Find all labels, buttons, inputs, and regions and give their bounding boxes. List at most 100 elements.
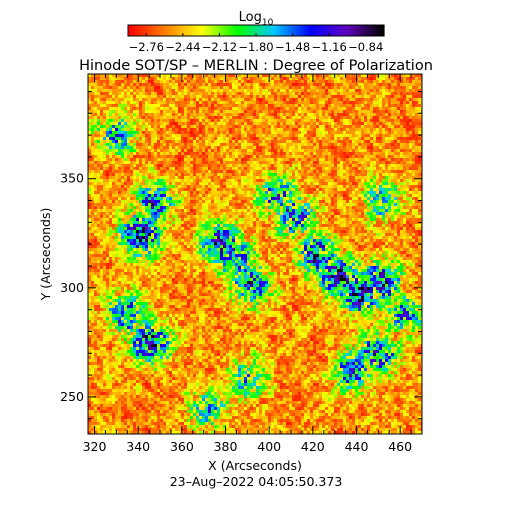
- colorbar-cell: [154, 25, 157, 36]
- colorbar-cell: [298, 25, 301, 36]
- colorbar-cell: [138, 25, 141, 36]
- colorbar-cell: [366, 25, 369, 36]
- colorbar-cell: [196, 25, 199, 36]
- colorbar-cell: [162, 25, 165, 36]
- colorbar-cell: [188, 25, 191, 36]
- colorbar-cell: [252, 25, 255, 36]
- colorbar-cell: [212, 25, 215, 36]
- colorbar-cell: [308, 25, 311, 36]
- colorbar-cell: [358, 25, 361, 36]
- colorbar-cell: [332, 25, 335, 36]
- colorbar-cell: [240, 25, 243, 36]
- colorbar-cell: [310, 25, 313, 36]
- colorbar-cell: [198, 25, 201, 36]
- colorbar-cell: [274, 25, 277, 36]
- colorbar-cell: [250, 25, 253, 36]
- colorbar-cell: [160, 25, 163, 36]
- colorbar-cell: [146, 25, 149, 36]
- colorbar-cell: [246, 25, 249, 36]
- colorbar-cell: [234, 25, 237, 36]
- plot-frame: [87, 73, 423, 435]
- colorbar-cell: [284, 25, 287, 36]
- colorbar-cell: [180, 25, 183, 36]
- colorbar-cell: [164, 25, 167, 36]
- colorbar-cell: [378, 25, 381, 36]
- colorbar-cell: [238, 25, 241, 36]
- colorbar-cell: [376, 25, 379, 36]
- colorbar-cell: [304, 25, 307, 36]
- colorbar-tick-label: −2.44: [165, 40, 200, 54]
- y-axis-label: Y (Arcseconds): [38, 208, 53, 302]
- colorbar-cell: [344, 25, 347, 36]
- y-tick-label: 350: [60, 171, 84, 186]
- colorbar-cell: [348, 25, 351, 36]
- colorbar-cell: [302, 25, 305, 36]
- colorbar-cell: [268, 25, 271, 36]
- colorbar-cell: [242, 25, 245, 36]
- colorbar-cell: [290, 25, 293, 36]
- colorbar-cell: [324, 25, 327, 36]
- colorbar-cell: [316, 25, 319, 36]
- colorbar-cell: [254, 25, 257, 36]
- x-tick-label: 360: [170, 439, 194, 454]
- colorbar-cell: [380, 25, 383, 36]
- colorbar-cell: [352, 25, 355, 36]
- colorbar-cell: [200, 25, 203, 36]
- colorbar-cell: [272, 25, 275, 36]
- colorbar-cell: [322, 25, 325, 36]
- colorbar-cell: [382, 25, 385, 36]
- chart-title: Hinode SOT/SP – MERLIN : Degree of Polar…: [79, 58, 433, 74]
- colorbar-cell: [216, 25, 219, 36]
- heatmap-image: [88, 74, 423, 435]
- colorbar-cell: [294, 25, 297, 36]
- colorbar-cell: [206, 25, 209, 36]
- colorbar-cell: [194, 25, 197, 36]
- colorbar-cell: [314, 25, 317, 36]
- colorbar-cell: [202, 25, 205, 36]
- colorbar-cell: [350, 25, 353, 36]
- colorbar-cell: [370, 25, 373, 36]
- colorbar-cell: [306, 25, 309, 36]
- colorbar-cell: [130, 25, 133, 36]
- colorbar-cell: [262, 25, 265, 36]
- x-tick-label: 320: [83, 439, 107, 454]
- x-tick-label: 380: [214, 439, 238, 454]
- colorbar-cell: [176, 25, 179, 36]
- y-tick-label: 300: [60, 280, 84, 295]
- colorbar-cell: [140, 25, 143, 36]
- colorbar-tick-label: −1.48: [275, 40, 310, 54]
- x-tick-label: 460: [388, 439, 412, 454]
- colorbar-cell: [356, 25, 359, 36]
- colorbar-cell: [172, 25, 175, 36]
- x-tick-label: 340: [126, 439, 150, 454]
- colorbar-cell: [142, 25, 145, 36]
- colorbar-cell: [192, 25, 195, 36]
- colorbar-cell: [156, 25, 159, 36]
- colorbar-cell: [166, 25, 169, 36]
- colorbar-cell: [208, 25, 211, 36]
- colorbar-cell: [312, 25, 315, 36]
- y-tick-label: 250: [60, 389, 84, 404]
- colorbar-cell: [330, 25, 333, 36]
- colorbar-cell: [178, 25, 181, 36]
- colorbar-cell: [226, 25, 229, 36]
- colorbar-cell: [184, 25, 187, 36]
- colorbar-cell: [296, 25, 299, 36]
- colorbar-cell: [300, 25, 303, 36]
- colorbar-tick-label: −1.80: [238, 40, 273, 54]
- colorbar-cell: [364, 25, 367, 36]
- colorbar-cell: [286, 25, 289, 36]
- y-axis: 250 300 350: [60, 90, 422, 420]
- colorbar-cell: [186, 25, 189, 36]
- colorbar-cell: [224, 25, 227, 36]
- colorbar-cell: [214, 25, 217, 36]
- colorbar-cell: [292, 25, 295, 36]
- colorbar-cell: [374, 25, 377, 36]
- colorbar-cell: [148, 25, 151, 36]
- colorbar-cell: [326, 25, 329, 36]
- colorbar-cell: [222, 25, 225, 36]
- colorbar-cell: [260, 25, 263, 36]
- colorbar-cell: [354, 25, 357, 36]
- colorbar-cell: [204, 25, 207, 36]
